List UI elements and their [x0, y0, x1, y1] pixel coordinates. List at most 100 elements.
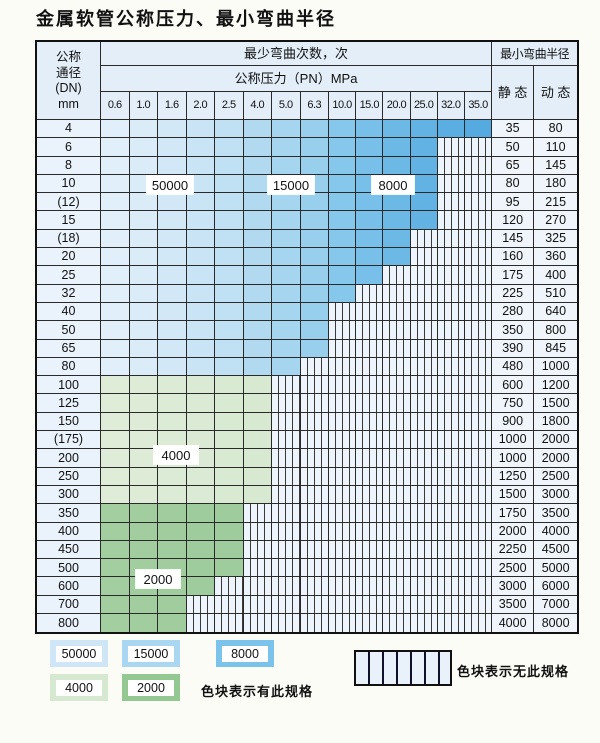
spec-unavailable-cell: [464, 284, 493, 303]
spec-unavailable-cell: [329, 431, 357, 450]
pressure-tick: 10.0: [329, 92, 357, 120]
static-radius-value: 390: [492, 339, 535, 358]
spec-unavailable-cell: [215, 614, 244, 633]
static-radius-value: 35: [492, 120, 535, 139]
spec-unavailable-cell: [410, 614, 438, 633]
dn-cell: 80: [37, 357, 101, 377]
spec-unavailable-cell: [329, 614, 357, 633]
spec-available-cell: [243, 339, 272, 358]
spec-unavailable-cell: [464, 559, 493, 578]
spec-available-cell: [129, 266, 158, 285]
spec-available-cell: [158, 120, 187, 139]
spec-available-cell: [329, 248, 357, 267]
spec-unavailable-cell: [464, 211, 493, 230]
static-radius-value: 2000: [492, 522, 535, 541]
spec-available-cell: [300, 211, 329, 230]
spec-available-cell: [383, 138, 411, 157]
static-radius-value: 120: [492, 211, 535, 230]
spec-available-cell: [243, 229, 272, 249]
spec-unavailable-cell: [410, 449, 438, 468]
spec-unavailable-cell: [464, 540, 493, 560]
spec-unavailable-cell: [356, 504, 384, 523]
spec-unavailable-cell: [329, 302, 357, 322]
spec-unavailable-cell: [437, 266, 465, 285]
spec-unavailable-cell: [356, 522, 384, 541]
legend-swatch-label: 2000: [128, 679, 174, 696]
spec-available-cell: [158, 485, 187, 505]
dynamic-radius-value: 1000: [534, 357, 578, 377]
spec-unavailable-cell: [410, 357, 438, 377]
spec-available-cell: [272, 211, 301, 230]
spec-available-cell: [215, 229, 244, 249]
spec-available-cell: [129, 595, 158, 615]
spec-available-cell: [158, 284, 187, 303]
spec-unavailable-cell: [464, 431, 493, 450]
dynamic-radius-value: 145: [534, 156, 578, 175]
spec-available-cell: [129, 376, 158, 395]
spec-unavailable-cell: [356, 614, 384, 633]
legend-swatch-label: 4000: [56, 679, 102, 696]
static-radius-value: 145: [492, 229, 535, 249]
spec-unavailable-cell: [356, 595, 384, 615]
spec-available-cell: [243, 156, 272, 175]
static-radius-value: 1500: [492, 485, 535, 505]
spec-unavailable-cell: [410, 266, 438, 285]
spec-available-cell: [158, 376, 187, 395]
spec-unavailable-cell: [272, 522, 301, 541]
spec-unavailable-cell: [383, 540, 411, 560]
pressure-tick: 1.6: [158, 92, 187, 120]
spec-available-cell: [186, 504, 215, 523]
spec-available-cell: [158, 266, 187, 285]
spec-available-cell: [129, 211, 158, 230]
spec-available-cell: [329, 138, 357, 157]
spec-available-cell: [129, 522, 158, 541]
spec-available-cell: [101, 376, 130, 395]
static-radius-value: 1750: [492, 504, 535, 523]
spec-available-cell: [272, 229, 301, 249]
spec-available-cell: [129, 394, 158, 413]
spec-unavailable-cell: [243, 504, 272, 523]
spec-unavailable-cell: [410, 339, 438, 358]
spec-available-cell: [129, 485, 158, 505]
spec-available-cell: [215, 174, 244, 194]
spec-unavailable-cell: [464, 357, 493, 377]
spec-unavailable-cell: [464, 339, 493, 358]
spec-unavailable-cell: [300, 394, 329, 413]
spec-available-cell: [215, 540, 244, 560]
spec-unavailable-cell: [437, 302, 465, 322]
spec-available-cell: [101, 193, 130, 212]
cycle-count-label: 2000: [136, 570, 180, 588]
spec-available-cell: [243, 485, 272, 505]
spec-available-cell: [243, 284, 272, 303]
spec-available-cell: [215, 504, 244, 523]
spec-available-cell: [215, 449, 244, 468]
spec-unavailable-cell: [215, 577, 244, 596]
static-radius-value: 80: [492, 174, 535, 194]
spec-unavailable-cell: [300, 412, 329, 432]
pressure-tick: 5.0: [272, 92, 301, 120]
spec-available-cell: [158, 412, 187, 432]
spec-available-cell: [272, 302, 301, 322]
static-radius-value: 3000: [492, 577, 535, 596]
spec-available-cell: [300, 339, 329, 358]
spec-unavailable-cell: [383, 394, 411, 413]
spec-available-cell: [437, 120, 465, 139]
pressure-tick: 2.0: [186, 92, 215, 120]
spec-available-cell: [243, 412, 272, 432]
legend-swatch-8000: 8000: [216, 640, 274, 667]
spec-available-cell: [101, 302, 130, 322]
dn-header-line: (DN): [55, 81, 82, 95]
spec-available-cell: [243, 193, 272, 212]
dynamic-radius-value: 325: [534, 229, 578, 249]
spec-available-cell: [215, 485, 244, 505]
pressure-tick: 1.0: [129, 92, 158, 120]
dynamic-radius-value: 3500: [534, 504, 578, 523]
spec-unavailable-cell: [383, 321, 411, 340]
spec-unavailable-cell: [356, 577, 384, 596]
spec-available-cell: [272, 284, 301, 303]
spec-unavailable-cell: [329, 467, 357, 486]
spec-unavailable-cell: [383, 614, 411, 633]
spec-available-cell: [101, 614, 130, 633]
spec-available-cell: [101, 485, 130, 505]
